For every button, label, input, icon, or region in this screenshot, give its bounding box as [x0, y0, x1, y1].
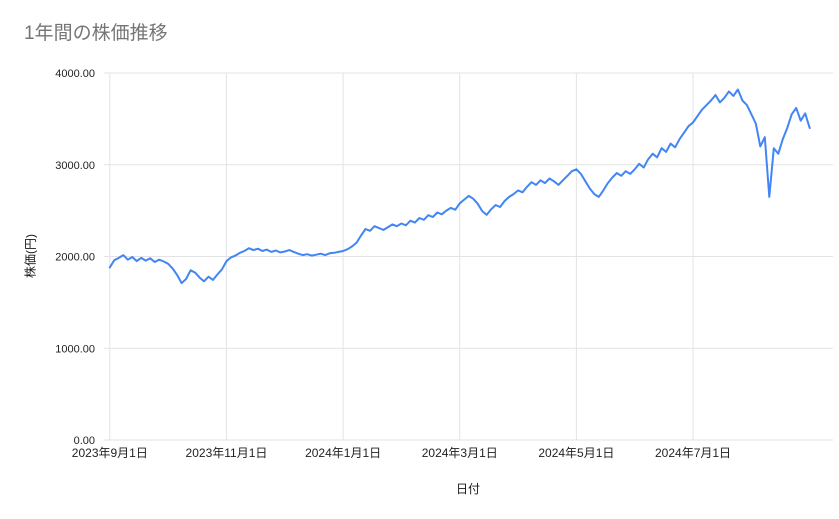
x-tick-label: 2024年3月1日	[422, 446, 498, 460]
x-tick-label: 2024年7月1日	[655, 446, 731, 460]
x-tick-label: 2023年11月1日	[186, 446, 268, 460]
y-tick-label: 2000.00	[55, 252, 95, 264]
chart-title: 1年間の株価推移	[24, 23, 168, 44]
y-tick-label: 3000.00	[55, 160, 95, 172]
y-tick-label: 1000.00	[55, 343, 95, 355]
x-tick-label: 2024年5月1日	[538, 446, 614, 460]
x-axis-title: 日付	[455, 482, 481, 496]
y-tick-label: 0.00	[74, 435, 95, 447]
price-line	[108, 88, 811, 285]
y-tick-label: 4000.00	[55, 68, 95, 80]
x-tick-label: 2023年9月1日	[72, 446, 148, 460]
x-tick-label: 2024年1月1日	[305, 446, 381, 460]
